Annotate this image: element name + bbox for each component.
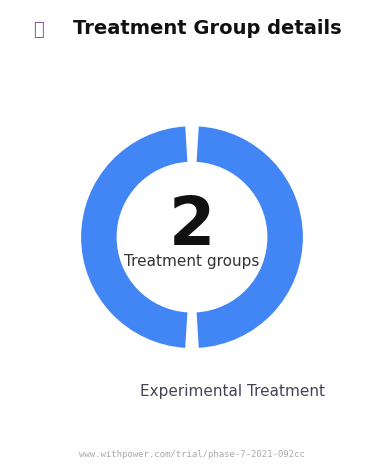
Text: www.withpower.com/trial/phase-7-2021-092cc: www.withpower.com/trial/phase-7-2021-092… <box>79 451 305 459</box>
Text: Experimental Treatment: Experimental Treatment <box>140 385 325 399</box>
Text: 👥: 👥 <box>33 21 44 39</box>
Text: Treatment Group details: Treatment Group details <box>73 19 342 38</box>
Wedge shape <box>81 126 187 348</box>
Text: Treatment groups: Treatment groups <box>124 254 260 269</box>
Wedge shape <box>197 126 303 348</box>
Text: 2: 2 <box>169 193 215 259</box>
